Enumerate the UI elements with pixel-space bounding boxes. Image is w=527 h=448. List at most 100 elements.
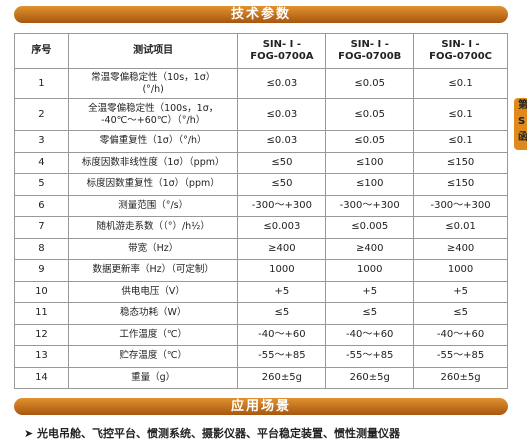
row-number: 1 <box>14 68 69 99</box>
table-row: 10 供电电压（V） +5 +5 +5 <box>14 280 508 303</box>
table-row: 8 带宽（Hz） ≥400 ≥400 ≥400 <box>14 237 508 260</box>
row-number: 13 <box>14 345 69 368</box>
spec-value: -55～+85 <box>237 345 327 368</box>
cell-line: SIN- I - <box>350 39 389 50</box>
section-banner: 应用场景 <box>14 398 508 415</box>
test-item: 全温零偏稳定性（100s，1σ， -40℃～+60℃）（°/h） <box>67 98 239 131</box>
row-number: 5 <box>14 173 69 196</box>
test-item: 稳态功耗（W） <box>67 302 239 325</box>
row-number: 3 <box>14 130 69 153</box>
tab-text: 函 <box>518 132 527 143</box>
cell-line: 测试项目 <box>133 45 174 56</box>
row-number: 10 <box>14 280 69 303</box>
spec-value: 1000 <box>325 259 415 282</box>
side-tab: 第 S 函 <box>514 98 527 150</box>
spec-value: 260±5g <box>237 366 327 389</box>
spec-value: ≤5 <box>237 302 327 325</box>
cell-line: FOG-0700A <box>250 51 314 62</box>
header-cell: 序号 <box>14 33 69 69</box>
test-item: 常温零偏稳定性（10s，1σ） (°/h) <box>67 68 239 99</box>
spec-value: ≤0.1 <box>413 130 508 153</box>
spec-value: +5 <box>325 280 415 303</box>
header-row: 序号 测试项目 SIN- I - FOG-0700A SIN- I - FOG-0700B… <box>14 33 508 69</box>
cell-line: -40℃～+60℃）（°/h） <box>101 114 206 126</box>
cell-line: FOG-0700B <box>338 51 402 62</box>
cell-line: 零偏重复性（1σ）（°/h） <box>99 135 207 147</box>
tab-text: S <box>518 116 526 127</box>
test-item: 供电电压（V） <box>67 280 239 303</box>
spec-value: -55～+85 <box>413 345 508 368</box>
application-list: ➤ 光电吊舱、飞控平台、惯测系统、摄影仪器、平台稳定装置、惯性测量仪器 <box>24 425 400 441</box>
header-cell: SIN- I - FOG-0700A <box>237 33 327 69</box>
test-item: 数据更新率（Hz）（可定制） <box>67 259 239 282</box>
spec-value: ≤0.1 <box>413 98 508 131</box>
cell-line: 重量（g） <box>131 371 176 383</box>
test-item: 标度因数重复性（1σ）（ppm） <box>67 173 239 196</box>
cell-line: 常温零偏稳定性（10s，1σ） <box>91 71 216 83</box>
test-item: 随机游走系数（（°）/h½） <box>67 216 239 239</box>
spec-value: ≤5 <box>325 302 415 325</box>
cell-line: 供电电压（V） <box>121 285 185 297</box>
spec-table: 序号 测试项目 SIN- I - FOG-0700A SIN- I - FOG-0700B… <box>14 33 508 389</box>
cell-line: 随机游走系数（（°）/h½） <box>96 221 210 233</box>
cell-line: SIN- I - <box>262 39 302 50</box>
spec-value: ≥400 <box>237 237 327 260</box>
bullet-arrow: ➤ <box>24 427 38 440</box>
header-cell: SIN- I - FOG-0700C <box>413 33 508 69</box>
spec-value: ≤0.003 <box>237 216 327 239</box>
row-number: 7 <box>14 216 69 239</box>
row-number: 8 <box>14 237 69 260</box>
row-number: 11 <box>14 302 69 325</box>
spec-value: ≤0.05 <box>325 130 415 153</box>
spec-value: ≥400 <box>325 237 415 260</box>
header-cell: 测试项目 <box>67 33 239 69</box>
spec-value: +5 <box>237 280 327 303</box>
cell-line: 序号 <box>31 45 52 56</box>
cell-line: 带宽（Hz） <box>128 242 179 254</box>
spec-value: -300～+300 <box>325 194 415 217</box>
test-item: 带宽（Hz） <box>67 237 239 260</box>
spec-value: 260±5g <box>325 366 415 389</box>
spec-value: ≤0.03 <box>237 68 327 99</box>
spec-value: ≤50 <box>237 151 327 174</box>
spec-value: ≤0.1 <box>413 68 508 99</box>
spec-value: -300～+300 <box>413 194 508 217</box>
spec-value: ≤100 <box>325 173 415 196</box>
table-row: 6 测量范围（°/s） -300～+300 -300～+300 -300～+300 <box>14 194 508 217</box>
row-number: 14 <box>14 366 69 389</box>
table-row: 14 重量（g） 260±5g 260±5g 260±5g <box>14 366 508 389</box>
table-row: 9 数据更新率（Hz）（可定制） 1000 1000 1000 <box>14 259 508 282</box>
application-text: 光电吊舱、飞控平台、惯测系统、摄影仪器、平台稳定装置、惯性测量仪器 <box>37 427 401 440</box>
test-item: 重量（g） <box>67 366 239 389</box>
section-title: 技术参数 <box>230 7 291 22</box>
table-row: 12 工作温度（℃） -40～+60 -40～+60 -40～+60 <box>14 323 508 346</box>
spec-value: -40～+60 <box>325 323 415 346</box>
spec-value: ≤50 <box>237 173 327 196</box>
spec-value: ≤0.03 <box>237 130 327 153</box>
table-row: 1 常温零偏稳定性（10s，1σ） (°/h) ≤0.03 ≤0.05 ≤0.1 <box>14 68 508 99</box>
spec-value: ≤100 <box>325 151 415 174</box>
table-row: 13 贮存温度（℃） -55～+85 -55～+85 -55～+85 <box>14 345 508 368</box>
spec-value: -300～+300 <box>237 194 327 217</box>
section-title: 应用场景 <box>230 399 291 414</box>
cell-line: 工作温度（℃） <box>119 328 187 340</box>
row-number: 2 <box>14 98 69 131</box>
spec-value: ≤150 <box>413 151 508 174</box>
table-row: 7 随机游走系数（（°）/h½） ≤0.003 ≤0.005 ≤0.01 <box>14 216 508 239</box>
row-number: 12 <box>14 323 69 346</box>
spec-value: ≤0.005 <box>325 216 415 239</box>
table-row: 11 稳态功耗（W） ≤5 ≤5 ≤5 <box>14 302 508 325</box>
spec-value: 1000 <box>413 259 508 282</box>
test-item: 贮存温度（℃） <box>67 345 239 368</box>
cell-line: 稳态功耗（W） <box>119 307 187 319</box>
spec-value: +5 <box>413 280 508 303</box>
section-banner: 技术参数 <box>14 6 508 23</box>
row-number: 6 <box>14 194 69 217</box>
tab-text: 第 <box>518 100 527 111</box>
spec-value: -40～+60 <box>237 323 327 346</box>
cell-line: 标度因数重复性（1σ）（ppm） <box>86 178 220 190</box>
spec-value: ≥400 <box>413 237 508 260</box>
cell-line: 数据更新率（Hz）（可定制） <box>92 264 214 276</box>
spec-value: ≤0.05 <box>325 68 415 99</box>
